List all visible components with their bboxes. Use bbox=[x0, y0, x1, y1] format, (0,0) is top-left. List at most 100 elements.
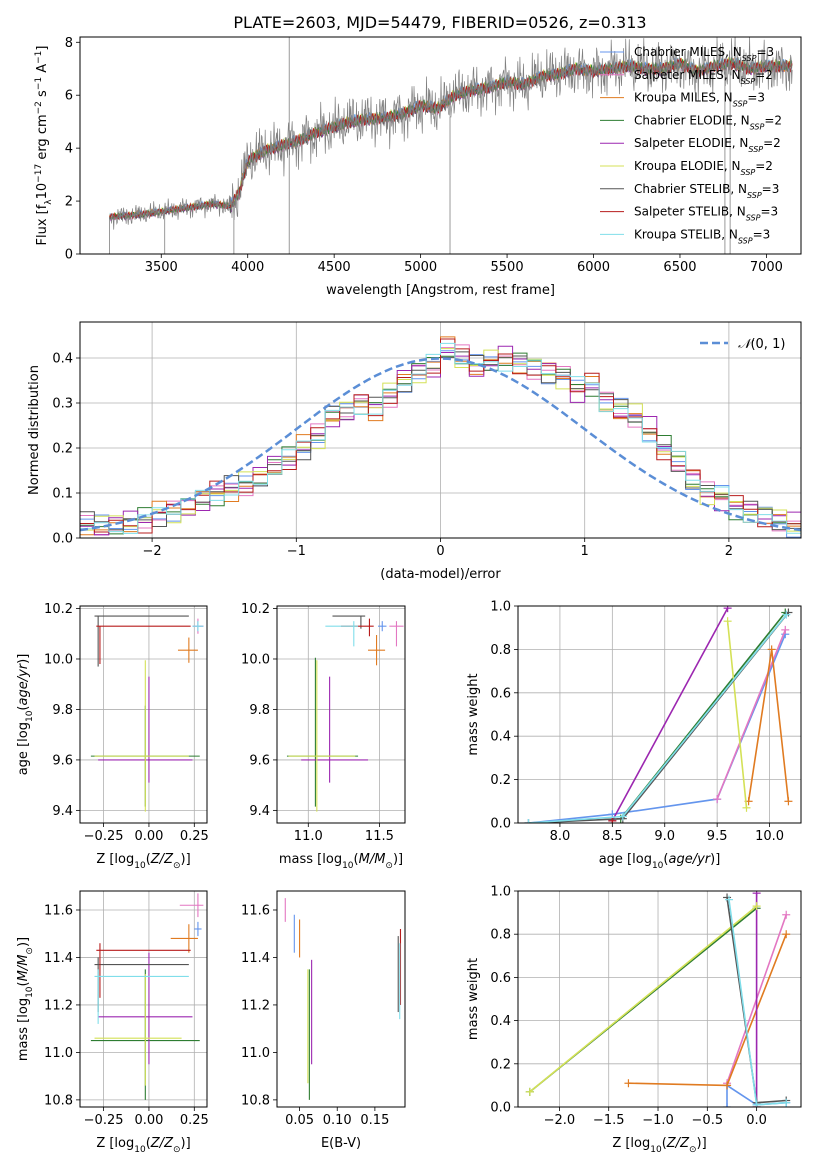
weight-line-kroupa-miles bbox=[624, 930, 791, 1090]
y-tick-label: 2 bbox=[65, 195, 73, 210]
errorbar-kroupa-stelib bbox=[192, 621, 204, 632]
errorbar-kroupa-elodie bbox=[94, 974, 182, 1086]
x-tick-label: −2.0 bbox=[544, 1113, 576, 1128]
weight-path bbox=[726, 621, 748, 808]
weight-line-kroupa-stelib bbox=[725, 895, 791, 1107]
y-tick-label: 0.6 bbox=[490, 971, 511, 986]
errorbar-kroupa-miles bbox=[170, 924, 198, 953]
x-tick-label: 9.0 bbox=[654, 829, 675, 844]
y-tick-label: 10.0 bbox=[241, 652, 270, 667]
errorbar-salpeter-miles bbox=[179, 893, 204, 918]
y-tick-label: 0.0 bbox=[52, 532, 73, 547]
errorbar-kroupa-stelib bbox=[94, 969, 189, 1024]
weight-path bbox=[728, 899, 787, 1106]
y-axis-label: Flux [fλ10−17 erg cm−2 s−1 A−1] bbox=[34, 46, 54, 246]
figure-title: PLATE=2603, MJD=54479, FIBERID=0526, z=0… bbox=[233, 13, 646, 32]
x-axis-label: wavelength [Angstrom, rest frame] bbox=[326, 283, 555, 298]
errorbar-chabrier-stelib bbox=[94, 615, 189, 667]
weight-path bbox=[716, 629, 787, 800]
x-tick-label: 10.0 bbox=[755, 829, 784, 844]
y-tick-label: 1.0 bbox=[490, 885, 511, 900]
y-tick-label: 0.1 bbox=[52, 487, 73, 502]
weight-line-chabrier-stelib bbox=[524, 608, 793, 823]
panel-spectrum: 3500 4000 4500 5000 5500 6000 6500 7000 0 2 4 6 8 wav… bbox=[34, 36, 802, 298]
axes-frame bbox=[79, 890, 208, 1108]
axes-frame bbox=[517, 605, 802, 824]
panel-age_vs_mass: 11.0 11.5 9.4 9.6 9.8 10.0 10.2 mass [log10(M/M… bbox=[241, 602, 406, 871]
y-axis-label-group: mass [log10(M/M⊙)] bbox=[16, 937, 35, 1061]
x-axis-label: Z [log10(Z/Z⊙)] bbox=[96, 1136, 190, 1155]
x-tick-label: −1.0 bbox=[642, 1113, 674, 1128]
x-tick-label: 0.00 bbox=[134, 829, 163, 844]
y-axis-label: mass weight bbox=[466, 958, 481, 1040]
legend-entry: Chabrier MILES, NSSP=3 bbox=[634, 45, 774, 63]
x-tick-label: 8.0 bbox=[550, 829, 571, 844]
x-tick-label: 0.05 bbox=[285, 1113, 314, 1128]
weight-line-kroupa-miles bbox=[744, 645, 793, 806]
errorbar-salpeter-stelib bbox=[341, 618, 374, 637]
legend-entry: Kroupa STELIB, NSSP=3 bbox=[634, 227, 770, 245]
y-tick-label: 0.4 bbox=[490, 730, 511, 745]
x-tick-label: 0.15 bbox=[360, 1113, 389, 1128]
x-tick-label: 7000 bbox=[750, 260, 783, 275]
x-tick-label: 6500 bbox=[663, 260, 696, 275]
legend-entry: Salpeter ELODIE, NSSP=2 bbox=[634, 136, 781, 154]
panel-residuals: −2 −1 0 1 2 0.0 0.1 0.2 0.3 0.4 (data-model)/error… bbox=[27, 321, 802, 582]
panel-mass_vs_ebv: 0.05 0.10 0.15 10.8 11.0 11.2 11.4 11.6 E(B-V) bbox=[241, 890, 406, 1151]
y-tick-label: 10.2 bbox=[241, 602, 270, 617]
legend-entry: Kroupa MILES, NSSP=3 bbox=[634, 91, 765, 109]
x-axis-label: mass [log10(M/M⊙)] bbox=[279, 852, 403, 871]
y-axis-label: mass [log10(M/M⊙)] bbox=[16, 937, 35, 1061]
y-tick-label: 11.4 bbox=[241, 951, 270, 966]
weight-path bbox=[528, 633, 787, 823]
y-tick-label: 10.2 bbox=[44, 602, 73, 617]
y-tick-label: 0.8 bbox=[490, 643, 511, 658]
x-tick-label: 0.00 bbox=[134, 1113, 163, 1128]
panel-mass_vs_Z: −0.25 0.00 0.25 10.8 11.0 11.2 11.4 11.6 Z [log1… bbox=[16, 890, 209, 1155]
observed-spectrum bbox=[110, 37, 793, 230]
y-tick-label: 8 bbox=[65, 36, 73, 51]
errorbar-salpeter-miles bbox=[389, 621, 404, 647]
legend-entry: Chabrier STELIB, NSSP=3 bbox=[634, 182, 779, 200]
errorbar-chabrier-elodie bbox=[286, 657, 359, 807]
legend-entry: Salpeter MILES, NSSP=2 bbox=[634, 68, 773, 86]
y-tick-label: 9.4 bbox=[249, 804, 270, 819]
y-tick-label: 0.4 bbox=[52, 352, 73, 367]
x-axis-label: (data-model)/error bbox=[380, 567, 501, 582]
x-tick-label: 2 bbox=[725, 544, 733, 559]
y-axis-label-group: mass weight bbox=[466, 958, 481, 1040]
y-tick-label: 0.2 bbox=[490, 773, 511, 788]
y-tick-label: 0.6 bbox=[490, 686, 511, 701]
histogram-kroupa-stelib bbox=[80, 342, 801, 538]
y-tick-label: 11.2 bbox=[44, 998, 73, 1013]
y-tick-label: 0.0 bbox=[490, 817, 511, 832]
errorbar-chabrier-miles bbox=[377, 621, 387, 632]
y-tick-label: 0.8 bbox=[490, 928, 511, 943]
x-tick-label: 6000 bbox=[577, 260, 610, 275]
y-tick-label: 11.0 bbox=[44, 1046, 73, 1061]
errorbar-salpeter-stelib bbox=[96, 943, 191, 998]
y-tick-label: 0.4 bbox=[490, 1014, 511, 1029]
errorbar-kroupa-elodie bbox=[288, 660, 356, 812]
x-axis-label: Z [log10(Z/Z⊙)] bbox=[612, 1136, 706, 1155]
x-tick-label: 5000 bbox=[404, 260, 437, 275]
x-tick-label: 1 bbox=[581, 544, 589, 559]
y-tick-label: 0.2 bbox=[52, 442, 73, 457]
legend-entry: Salpeter STELIB, NSSP=3 bbox=[634, 205, 778, 223]
errorbar-chabrier-miles bbox=[194, 921, 202, 937]
weight-path bbox=[747, 649, 790, 802]
x-tick-label: 3500 bbox=[145, 260, 178, 275]
x-tick-label: 11.5 bbox=[365, 829, 394, 844]
y-tick-label: 1.0 bbox=[490, 600, 511, 615]
x-tick-label: 0.10 bbox=[323, 1113, 352, 1128]
y-axis-label-group: Normed distribution bbox=[27, 365, 42, 495]
x-tick-label: −1 bbox=[287, 544, 306, 559]
weight-path bbox=[529, 905, 758, 1093]
x-tick-label: 0.25 bbox=[180, 1113, 209, 1128]
weight-path bbox=[611, 607, 729, 822]
y-tick-label: 0.2 bbox=[490, 1057, 511, 1072]
weight-line-chabrier-elodie bbox=[616, 608, 790, 823]
y-tick-label: 10.0 bbox=[44, 652, 73, 667]
x-tick-label: −2 bbox=[143, 544, 162, 559]
y-tick-label: 10.8 bbox=[44, 1093, 73, 1108]
